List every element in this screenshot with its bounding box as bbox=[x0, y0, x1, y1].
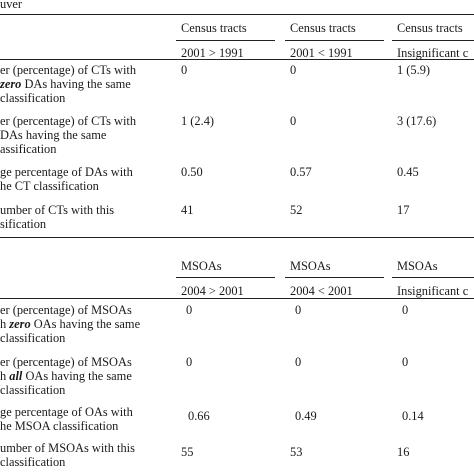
table-cell: 0 bbox=[290, 63, 297, 77]
header-rule bbox=[0, 59, 474, 60]
row-label: ge percentage of OAs with he MSOA classi… bbox=[0, 405, 133, 433]
row-label: er (percentage) of MSOAs h zero OAs havi… bbox=[0, 303, 140, 345]
column-rule-2 bbox=[285, 277, 384, 278]
column-header-2: MSOAs bbox=[290, 259, 331, 273]
row-label: er (percentage) of CTs with DAs having t… bbox=[0, 114, 136, 156]
column-header-3: MSOAs bbox=[397, 259, 438, 273]
row-label-line: DAs having the same bbox=[0, 128, 107, 142]
table-cell: 3 (17.6) bbox=[397, 114, 437, 128]
table-cell: 0 bbox=[295, 355, 302, 369]
column-rule-3 bbox=[392, 40, 474, 41]
row-label-line: assification bbox=[0, 142, 57, 156]
table-cell: 0.49 bbox=[295, 409, 317, 423]
table-cell: 0 bbox=[186, 303, 193, 317]
row-label-line: ge percentage of DAs with bbox=[0, 165, 133, 179]
row-label-line: er (percentage) of CTs with bbox=[0, 114, 137, 128]
row-label: ge percentage of DAs with he CT classifi… bbox=[0, 165, 133, 193]
table-cell: 17 bbox=[397, 203, 410, 217]
row-label-line: zero DAs having the same bbox=[0, 77, 131, 91]
header-rule bbox=[0, 298, 474, 299]
row-label-line: he CT classification bbox=[0, 179, 99, 193]
column-rule-1 bbox=[176, 40, 275, 41]
column-header-3: Census tracts bbox=[397, 21, 463, 35]
row-label: umber of CTs with this sification bbox=[0, 203, 114, 231]
row-label: umber of MSOAs with this classification bbox=[0, 441, 135, 469]
table-cell: 0.66 bbox=[188, 409, 210, 423]
column-header-1: Census tracts bbox=[181, 21, 247, 35]
row-label-line: er (percentage) of MSOAs bbox=[0, 355, 132, 369]
subcolumn-header-2: 2001 < 1991 bbox=[290, 46, 353, 60]
column-rule-2 bbox=[285, 40, 384, 41]
row-label-line: umber of CTs with this bbox=[0, 203, 115, 217]
subcolumn-header-1: 2001 > 1991 bbox=[181, 46, 244, 60]
table-caption: uver bbox=[0, 0, 23, 11]
table-cell: 55 bbox=[181, 445, 194, 459]
column-rule-1 bbox=[176, 277, 275, 278]
row-label-line: he MSOA classification bbox=[0, 419, 119, 433]
subcolumn-header-2: 2004 < 2001 bbox=[290, 284, 353, 298]
section-divider bbox=[0, 237, 474, 238]
row-label-line: classification bbox=[0, 91, 66, 105]
subcolumn-header-3: Insignificant c bbox=[397, 46, 469, 60]
column-header-2: Census tracts bbox=[290, 21, 356, 35]
table-cell: 41 bbox=[181, 203, 194, 217]
table-cell: 0 bbox=[295, 303, 302, 317]
row-label: er (percentage) of CTs with zero DAs hav… bbox=[0, 63, 136, 105]
table-cell: 0 bbox=[402, 303, 409, 317]
table-cell: 1 (2.4) bbox=[181, 114, 215, 128]
table-cell: 1 (5.9) bbox=[397, 63, 431, 77]
row-label-line: h all OAs having the same bbox=[0, 369, 132, 383]
table-cell: 0.50 bbox=[181, 165, 203, 179]
table-cell: 16 bbox=[397, 445, 410, 459]
table-cell: 0 bbox=[181, 63, 188, 77]
table-cell: 0.14 bbox=[402, 409, 424, 423]
row-label-line: classification bbox=[0, 455, 66, 469]
table-cell: 0 bbox=[290, 114, 297, 128]
row-label-line: ge percentage of OAs with bbox=[0, 405, 133, 419]
row-label-line: sification bbox=[0, 217, 47, 231]
subcolumn-header-3: Insignificant c bbox=[397, 284, 469, 298]
table-cell: 0.57 bbox=[290, 165, 312, 179]
table-cell: 53 bbox=[290, 445, 303, 459]
row-label-line: er (percentage) of CTs with bbox=[0, 63, 137, 77]
table-cell: 0 bbox=[186, 355, 193, 369]
table-cell: 0.45 bbox=[397, 165, 419, 179]
table-cell: 0 bbox=[402, 355, 409, 369]
row-label-line: er (percentage) of MSOAs bbox=[0, 303, 132, 317]
row-label-line: h zero OAs having the same bbox=[0, 317, 141, 331]
row-label-line: classification bbox=[0, 383, 66, 397]
column-header-1: MSOAs bbox=[181, 259, 222, 273]
row-label-line: classification bbox=[0, 331, 66, 345]
table-cell: 52 bbox=[290, 203, 303, 217]
row-label-line: umber of MSOAs with this bbox=[0, 441, 135, 455]
subcolumn-header-1: 2004 > 2001 bbox=[181, 284, 244, 298]
row-label: er (percentage) of MSOAs h all OAs havin… bbox=[0, 355, 132, 397]
top-rule bbox=[0, 14, 474, 15]
column-rule-3 bbox=[392, 277, 474, 278]
